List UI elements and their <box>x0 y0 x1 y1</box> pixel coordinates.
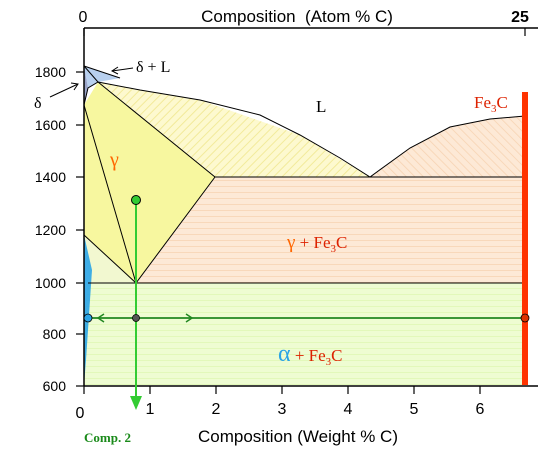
x-ticks <box>83 386 481 394</box>
region-alpha <box>84 235 92 385</box>
mid-point <box>132 314 140 322</box>
region-alpha-fe3c <box>84 283 525 385</box>
delta-arrow <box>49 83 79 98</box>
tie-arrow-left <box>96 313 105 323</box>
y-tick-1400: 1400 <box>35 169 66 185</box>
x-tick-6: 6 <box>476 401 485 418</box>
x-tick-3: 3 <box>278 401 287 418</box>
label-delta-l: δ + L <box>136 59 170 76</box>
x-tick-5: 5 <box>410 401 419 418</box>
y-tick-600: 600 <box>43 378 67 394</box>
x-tick-0: 0 <box>76 405 85 422</box>
label-alpha-fe3c: α + Fe3C <box>278 341 343 368</box>
y-tick-1600: 1600 <box>35 117 66 133</box>
label-delta: δ <box>34 95 42 112</box>
region-liquid-gamma <box>98 82 370 177</box>
label-gamma-fe3c: γ + Fe3C <box>286 232 347 255</box>
delta-l-arrow-head <box>111 66 119 75</box>
label-gamma: γ <box>109 149 119 171</box>
x-tick-2: 2 <box>212 401 221 418</box>
bottom-axis-title: Composition (Weight % C) <box>198 427 398 446</box>
start-point <box>131 195 141 205</box>
region-gamma <box>84 82 215 283</box>
delta-arrow-head <box>70 82 79 91</box>
region-gamma-fe3c <box>136 177 525 283</box>
y-ticks <box>76 71 84 387</box>
delta-l-arrow <box>111 67 134 72</box>
region-delta-l <box>84 66 120 88</box>
top-axis-title: Composition (Atom % C) <box>201 7 393 26</box>
tie-arrow-right <box>185 313 194 323</box>
top-ticks <box>83 28 526 36</box>
label-liquid: L <box>316 97 326 116</box>
label-fe3c: Fe3C <box>474 93 508 115</box>
composition-arrow-head <box>130 396 142 410</box>
alpha-end-point <box>83 313 93 323</box>
x-tick-4: 4 <box>344 401 353 418</box>
fe3c-end-point <box>520 313 530 323</box>
y-tick-1000: 1000 <box>35 275 66 291</box>
y-tick-800: 800 <box>43 326 67 342</box>
top-tick-0: 0 <box>79 9 88 26</box>
region-delta <box>84 66 88 105</box>
y-tick-labels: 1800 1600 1400 1200 1000 800 600 <box>35 64 66 394</box>
x-tick-labels: 0 1 2 3 4 5 6 <box>76 401 485 422</box>
y-tick-1200: 1200 <box>35 222 66 238</box>
region-liquid-fe3c <box>370 116 525 177</box>
top-tick-25: 25 <box>511 9 529 26</box>
x-tick-1: 1 <box>146 401 155 418</box>
axes-frame <box>83 27 538 387</box>
y-tick-1800: 1800 <box>35 64 66 80</box>
composition-label: Comp. 2 <box>84 430 131 445</box>
